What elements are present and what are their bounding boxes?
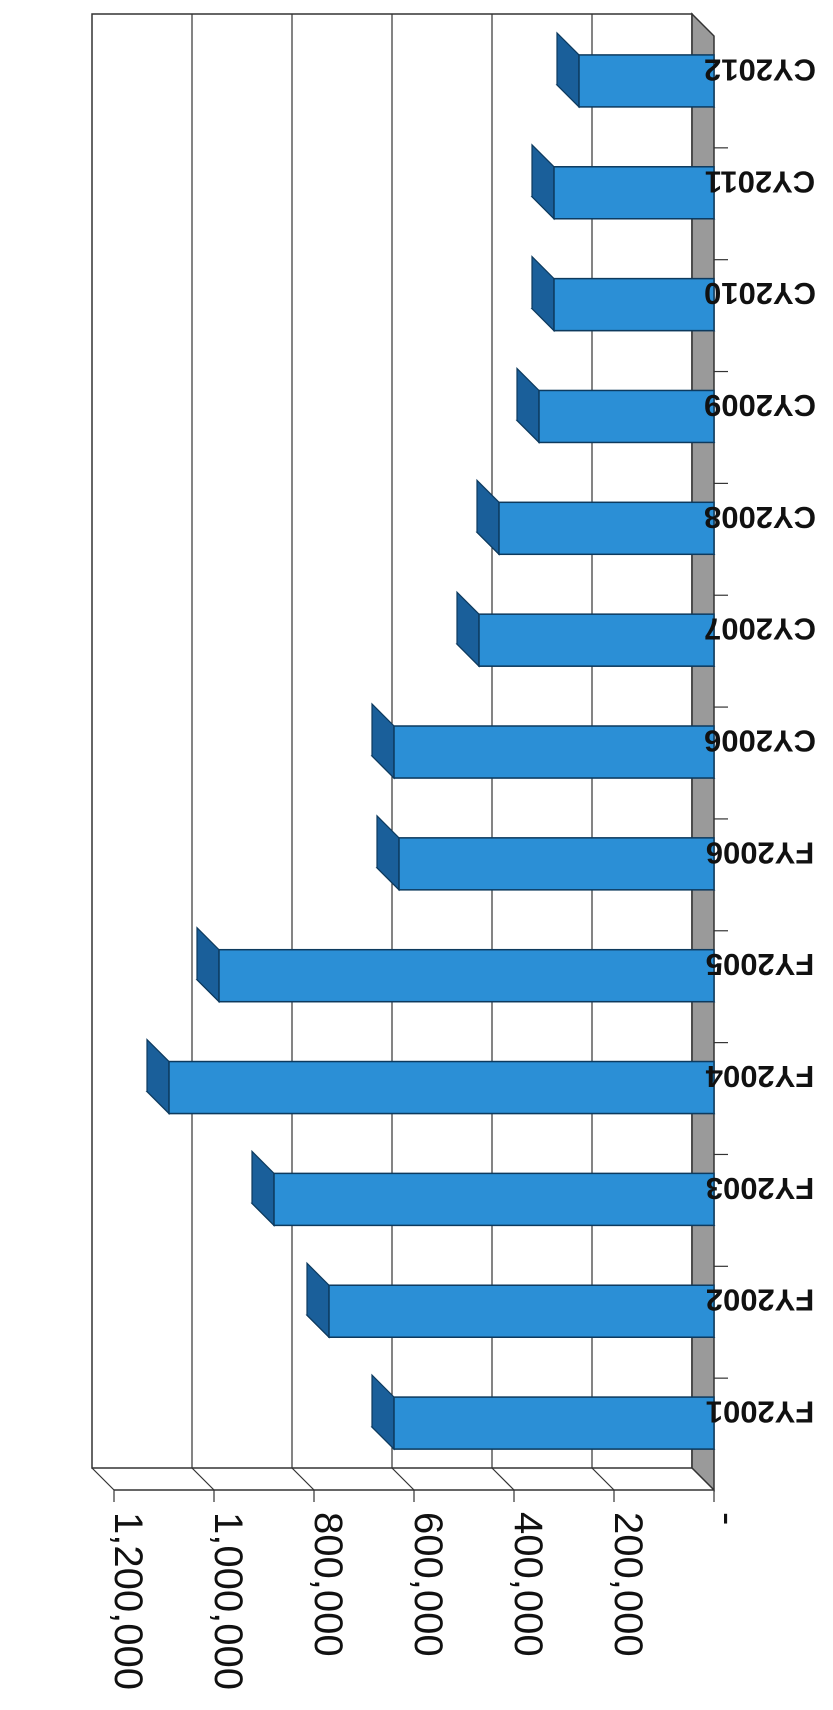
x-tick-label: 400,000 (506, 1512, 550, 1657)
bar (398, 837, 715, 891)
bar (328, 1284, 715, 1338)
category-label: CY2008 (704, 500, 816, 535)
category-label: FY2004 (705, 1059, 814, 1094)
x-tick-label: 1,200,000 (106, 1512, 150, 1690)
bar (218, 948, 715, 1003)
category-label: FY2003 (706, 1171, 815, 1206)
floor-line (591, 1467, 615, 1491)
bar (393, 1396, 715, 1450)
category-label: FY2005 (706, 947, 815, 982)
bar (168, 1060, 715, 1115)
bar (498, 501, 715, 556)
bar (553, 277, 715, 332)
bar (538, 389, 715, 444)
floor-line (691, 1467, 715, 1491)
x-tick-label: - (706, 1512, 750, 1525)
category-label: FY2001 (706, 1395, 815, 1430)
bar (393, 725, 715, 779)
x-tick-label: 800,000 (306, 1512, 350, 1657)
category-label: CY2010 (704, 276, 816, 311)
x-tick-label: 1,000,000 (206, 1512, 250, 1690)
bar (478, 613, 715, 667)
category-label: CY2012 (704, 52, 816, 87)
floor-line (91, 1467, 115, 1491)
bar (273, 1172, 715, 1227)
category-label: CY2011 (705, 164, 815, 199)
floor-line (491, 1467, 515, 1491)
floor-line (191, 1467, 215, 1491)
x-tick-label: 600,000 (406, 1512, 450, 1657)
floor-line (391, 1467, 415, 1491)
category-label: FY2006 (706, 835, 815, 870)
bar (553, 166, 715, 220)
category-label: CY2006 (704, 724, 816, 759)
floor-line (291, 1467, 315, 1491)
category-label: FY2002 (706, 1283, 815, 1318)
x-tick-label: 200,000 (606, 1512, 650, 1657)
category-label: CY2007 (704, 612, 816, 647)
category-label: CY2009 (704, 388, 816, 423)
bar (578, 54, 715, 108)
